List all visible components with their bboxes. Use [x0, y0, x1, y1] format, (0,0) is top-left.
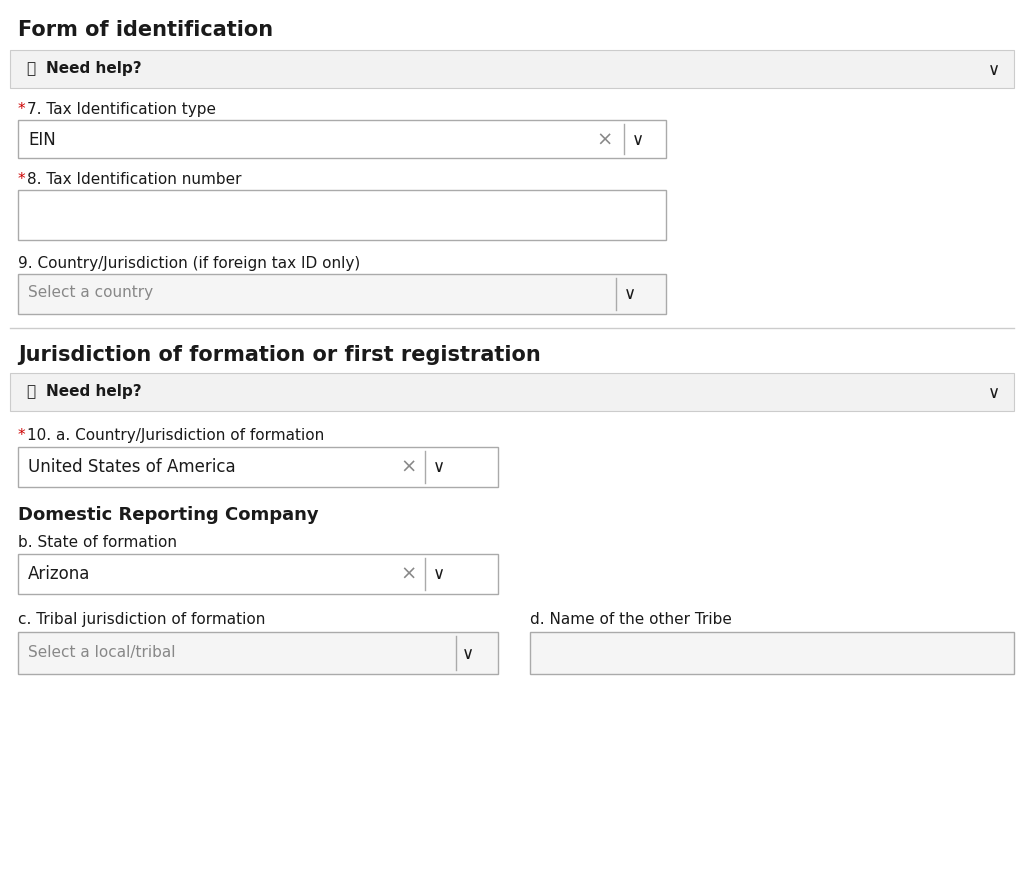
Text: ∨: ∨ [632, 131, 644, 149]
Text: d. Name of the other Tribe: d. Name of the other Tribe [530, 612, 732, 627]
Text: 10. a. Country/Jurisdiction of formation: 10. a. Country/Jurisdiction of formation [27, 428, 325, 443]
Bar [18, 447, 498, 487]
Text: ×: × [400, 458, 417, 477]
Bar [18, 274, 666, 314]
Text: United States of America: United States of America [28, 458, 236, 476]
Text: Select a local/tribal: Select a local/tribal [28, 645, 175, 660]
Text: 8. Tax Identification number: 8. Tax Identification number [27, 172, 242, 187]
Bar [18, 190, 666, 240]
Text: ∨: ∨ [433, 458, 445, 476]
Text: 7. Tax Identification type: 7. Tax Identification type [27, 102, 216, 117]
Text: ×: × [596, 131, 612, 150]
Text: *: * [18, 428, 26, 443]
Text: ∨: ∨ [988, 384, 1000, 402]
Text: 9. Country/Jurisdiction (if foreign tax ID only): 9. Country/Jurisdiction (if foreign tax … [18, 256, 360, 271]
Text: Domestic Reporting Company: Domestic Reporting Company [18, 506, 318, 524]
Bar [18, 554, 498, 594]
Bar [18, 632, 498, 674]
Text: c. Tribal jurisdiction of formation: c. Tribal jurisdiction of formation [18, 612, 265, 627]
Text: ×: × [400, 565, 417, 584]
Text: ⓙ: ⓙ [26, 61, 35, 76]
Text: b. State of formation: b. State of formation [18, 535, 177, 550]
Text: *: * [18, 102, 26, 117]
Text: EIN: EIN [28, 131, 55, 149]
Bar [530, 632, 1014, 674]
Text: ∨: ∨ [988, 61, 1000, 79]
Text: Arizona: Arizona [28, 565, 90, 583]
Text: Select a country: Select a country [28, 285, 154, 300]
Text: Form of identification: Form of identification [18, 20, 273, 40]
Text: ∨: ∨ [462, 645, 474, 663]
Bar [10, 373, 1014, 411]
Text: Jurisdiction of formation or first registration: Jurisdiction of formation or first regis… [18, 345, 541, 365]
Text: ⓙ: ⓙ [26, 384, 35, 399]
Bar [18, 120, 666, 158]
Bar [10, 50, 1014, 88]
Text: Need help?: Need help? [46, 384, 141, 399]
Text: Need help?: Need help? [46, 61, 141, 76]
Text: *: * [18, 172, 26, 187]
Text: ∨: ∨ [624, 285, 636, 303]
Text: ∨: ∨ [433, 565, 445, 583]
